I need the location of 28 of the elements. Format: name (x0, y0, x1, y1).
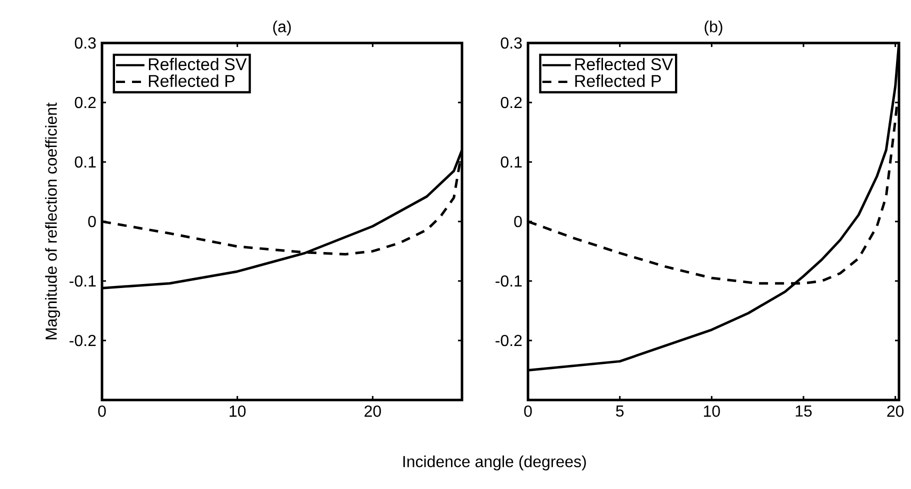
x-tick-label: 20 (887, 406, 904, 417)
y-tick-label: -0.2 (496, 334, 522, 346)
x-tick-label: 10 (704, 406, 720, 417)
y-tick-label: 0 (514, 216, 522, 228)
y-tick-label: 0.3 (74, 37, 96, 49)
legend-label: Reflected P (148, 74, 235, 88)
x-axis-title: Incidence angle (degrees) (403, 456, 586, 470)
y-tick-label: 0.2 (500, 96, 522, 108)
x-tick-label: 0 (98, 406, 106, 417)
legend-label: Reflected P (575, 74, 661, 88)
y-axis-title: Magnitude of reflection coefficient (45, 102, 60, 340)
y-tick-label: 0.2 (74, 96, 96, 108)
y-tick-label: -0.1 (70, 275, 96, 287)
x-tick-label: 20 (364, 406, 381, 417)
legend-label: Reflected SV (148, 58, 247, 70)
x-tick-label: 0 (524, 406, 532, 417)
x-tick-label: 15 (796, 406, 812, 417)
y-tick-label: 0 (88, 216, 96, 228)
y-tick-label: 0.1 (74, 156, 96, 168)
x-tick-label: 10 (230, 406, 246, 417)
y-tick-label: -0.2 (70, 334, 96, 346)
legend-label: Reflected SV (575, 58, 673, 70)
y-tick-label: -0.1 (496, 275, 522, 287)
chart-title: (b) (704, 20, 722, 36)
y-tick-label: 0.3 (500, 37, 522, 49)
chart-title: (a) (273, 20, 291, 36)
y-tick-label: 0.1 (500, 156, 522, 168)
x-tick-label: 5 (616, 406, 624, 417)
